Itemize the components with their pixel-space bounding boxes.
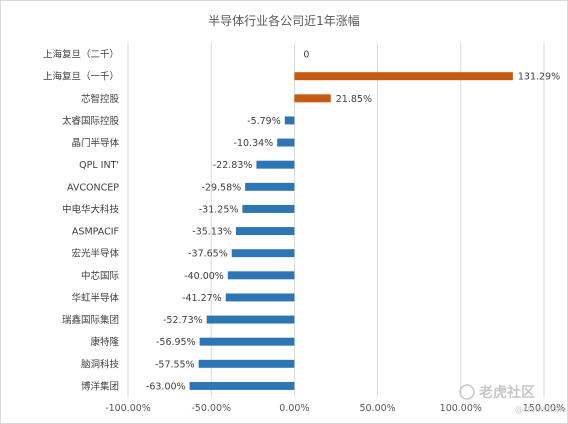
value-label: 131.29% [518, 72, 560, 83]
bar [256, 160, 295, 169]
x-axis-tick-labels: -100.00% -50.00% 0.00% 50.00% 100.00% 150.00% [105, 403, 565, 414]
bars [189, 72, 513, 390]
value-label: -22.83% [213, 160, 253, 171]
bar [284, 116, 295, 125]
bar [189, 381, 295, 390]
value-label: -41.27% [182, 293, 222, 304]
watermark-text: 老虎社区 [479, 384, 535, 401]
bar [235, 227, 295, 236]
value-label: -63.00% [146, 381, 186, 392]
x-tick-label: 0.00% [279, 403, 309, 414]
category-label: QPL INT' [79, 160, 119, 171]
category-label: 博洋集团 [81, 380, 119, 392]
value-label: -5.79% [247, 116, 281, 127]
value-label: -31.25% [199, 204, 239, 215]
value-label: 0 [303, 50, 309, 61]
category-label: 上海复旦（二千） [43, 49, 119, 61]
watermark-sub: @lifeandsale [515, 405, 567, 414]
bar [294, 94, 331, 103]
category-label: 上海复旦（一千） [43, 71, 119, 83]
category-label: 芯智控股 [81, 93, 120, 105]
value-label: -40.00% [184, 271, 224, 282]
value-label: -10.34% [234, 138, 274, 149]
watermark-logo-icon [459, 384, 475, 400]
category-label: ASMPACIF [72, 227, 119, 238]
value-label: -57.55% [155, 359, 195, 370]
value-label: -52.73% [163, 315, 203, 326]
bar [294, 72, 513, 81]
bar [231, 249, 295, 258]
category-label: 康特隆 [90, 336, 119, 348]
category-label: 宏光半导体 [71, 248, 119, 260]
bar [199, 337, 295, 346]
x-tick-label: 100.00% [440, 403, 482, 414]
category-label: AVCONCEP [67, 182, 119, 193]
bar [245, 182, 295, 191]
value-label: 21.85% [336, 94, 372, 105]
bar [225, 293, 295, 302]
category-label: 中电华大科技 [62, 203, 120, 215]
bar [227, 271, 295, 280]
value-label: -29.58% [202, 182, 242, 193]
x-tick-label: -100.00% [105, 403, 151, 414]
category-label: 中芯国际 [81, 270, 120, 282]
x-tick-label: 50.00% [359, 403, 395, 414]
value-label: -37.65% [188, 249, 228, 260]
value-label: -35.13% [192, 227, 232, 238]
x-tick-label: -50.00% [191, 403, 231, 414]
bar [206, 315, 295, 324]
bar [242, 204, 295, 213]
value-label: -56.95% [156, 337, 196, 348]
category-label: 华虹半导体 [71, 292, 119, 304]
value-labels: 0 131.29% 21.85% -5.79% -10.34% -22.83% -29.58… [146, 50, 560, 393]
bar [277, 138, 295, 147]
x-tick-label: 150.00% [523, 403, 565, 414]
category-label: 脑洞科技 [81, 358, 120, 370]
watermark: 老虎社区 @lifeandsale [459, 384, 567, 414]
category-label: 太睿国际控股 [62, 115, 120, 127]
category-label: 瑞鑫国际集团 [62, 314, 119, 326]
category-label: 晶门半导体 [71, 137, 119, 149]
chart-title: 半导体行业各公司近1年涨幅 [208, 13, 360, 28]
bar [198, 359, 295, 368]
